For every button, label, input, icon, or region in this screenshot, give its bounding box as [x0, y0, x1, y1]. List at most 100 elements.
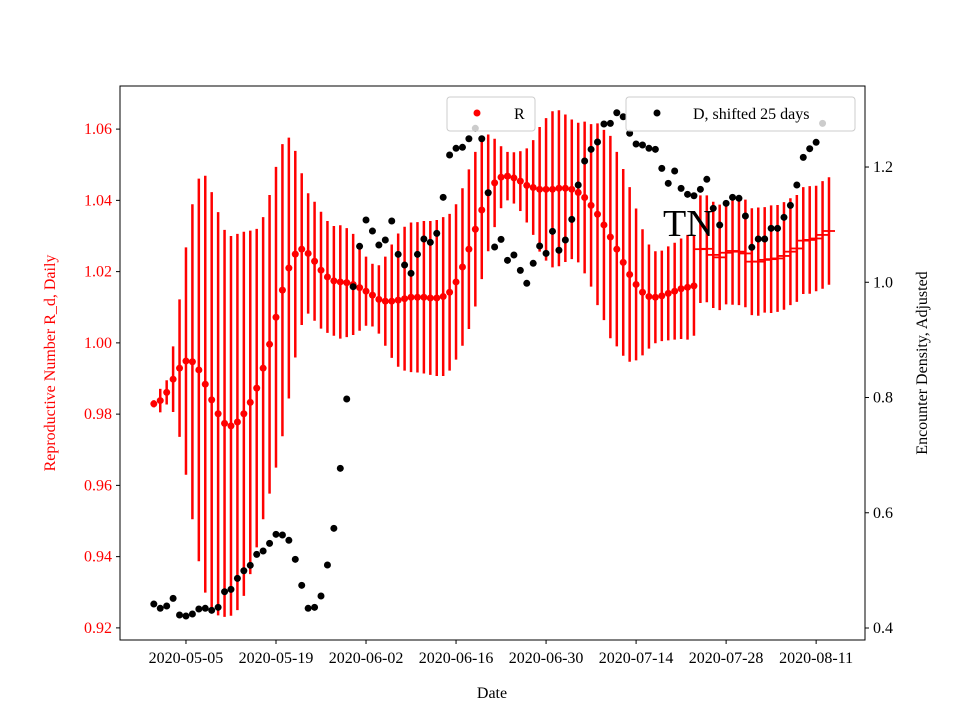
- d-point: [613, 109, 621, 117]
- r-point: [626, 270, 634, 278]
- d-point: [632, 140, 640, 148]
- d-point: [401, 261, 409, 269]
- d-point: [304, 604, 312, 612]
- r-point: [394, 296, 402, 304]
- r-point: [375, 295, 383, 303]
- d-point: [639, 141, 647, 149]
- d-point: [684, 190, 692, 198]
- r-point: [452, 278, 460, 286]
- r-point: [169, 375, 177, 383]
- d-point: [221, 588, 229, 596]
- x-axis-label: Date: [477, 685, 507, 702]
- d-point: [510, 251, 518, 259]
- x-tick-label: 2020-06-16: [419, 650, 494, 667]
- d-point: [259, 547, 267, 555]
- d-point: [594, 138, 602, 146]
- d-point: [439, 193, 447, 201]
- d-point: [394, 250, 402, 258]
- r-point: [266, 340, 274, 348]
- d-point: [690, 192, 698, 200]
- x-tick-label: 2020-05-05: [149, 650, 224, 667]
- r-point: [163, 388, 171, 396]
- d-point: [163, 602, 171, 610]
- x-tick-label: 2020-07-14: [599, 650, 674, 667]
- d-point: [574, 181, 582, 189]
- d-point: [188, 610, 196, 618]
- left-y-tick-label: 0.92: [84, 620, 112, 637]
- d-point: [413, 250, 421, 258]
- legend-r-box: [446, 96, 536, 132]
- left-y-tick-label: 1.00: [84, 335, 112, 352]
- d-point: [767, 224, 775, 232]
- d-point: [568, 215, 576, 223]
- r-point: [581, 194, 589, 202]
- r-point: [587, 201, 595, 209]
- r-point: [619, 258, 627, 266]
- r-point: [356, 284, 364, 292]
- d-point: [195, 605, 203, 613]
- d-point: [420, 235, 428, 243]
- d-point: [362, 216, 370, 224]
- d-point: [272, 530, 280, 538]
- plot-frame: [119, 85, 866, 641]
- r-point: [491, 179, 499, 187]
- d-point: [458, 143, 466, 151]
- d-point: [709, 204, 717, 212]
- d-point: [806, 145, 814, 153]
- left-y-tick-label: 1.02: [84, 264, 112, 281]
- r-point: [298, 245, 306, 253]
- legend-r: R: [446, 96, 536, 132]
- legend-d: D, shifted 25 days: [625, 96, 856, 132]
- legend-d-box: [625, 96, 856, 132]
- x-tick-label: 2020-05-19: [239, 650, 314, 667]
- right-y-tick-label: 0.4: [873, 620, 893, 637]
- d-point: [542, 249, 550, 257]
- d-point: [407, 269, 415, 277]
- right-y-tick-label: 0.6: [873, 505, 893, 522]
- r-point: [542, 185, 550, 193]
- d-point: [587, 145, 595, 153]
- d-point: [311, 603, 319, 611]
- d-point: [754, 235, 762, 243]
- d-point: [336, 464, 344, 472]
- d-point: [285, 536, 293, 544]
- r-point: [574, 189, 582, 197]
- r-point: [214, 410, 222, 418]
- d-point: [452, 144, 460, 152]
- d-point: [478, 135, 486, 143]
- r-point: [510, 174, 518, 182]
- d-point: [291, 555, 299, 563]
- d-point: [433, 229, 441, 237]
- d-point: [278, 531, 286, 539]
- r-point: [413, 293, 421, 301]
- r-point: [195, 366, 203, 374]
- d-point: [298, 581, 306, 589]
- x-tick-label: 2020-06-02: [329, 650, 404, 667]
- r-point: [658, 292, 666, 300]
- r-point: [253, 384, 261, 392]
- right-y-axis: 0.4 0.6 0.8 1.0 1.2: [865, 159, 893, 637]
- r-point: [606, 233, 614, 241]
- legend-r-marker: [473, 109, 481, 117]
- r-point: [304, 249, 312, 257]
- left-y-axis: 0.92 0.94 0.96 0.98 1.00 1.02 1.04 1.06: [84, 121, 120, 637]
- r-point: [671, 287, 679, 295]
- r-point: [439, 293, 447, 301]
- r-point: [323, 273, 331, 281]
- d-point: [671, 167, 679, 175]
- d-point: [266, 539, 274, 547]
- d-point: [722, 199, 730, 207]
- left-y-tick-label: 0.94: [84, 549, 112, 566]
- d-point: [426, 238, 434, 246]
- d-point: [253, 550, 261, 558]
- r-point: [420, 293, 428, 301]
- right-y-tick-label: 1.0: [873, 274, 893, 291]
- d-point: [523, 279, 531, 287]
- r-point: [478, 206, 486, 214]
- r-point: [433, 294, 441, 302]
- r-point: [381, 297, 389, 305]
- d-point: [626, 129, 634, 137]
- d-point: [246, 561, 254, 569]
- r-point: [613, 245, 621, 253]
- r-point: [632, 280, 640, 288]
